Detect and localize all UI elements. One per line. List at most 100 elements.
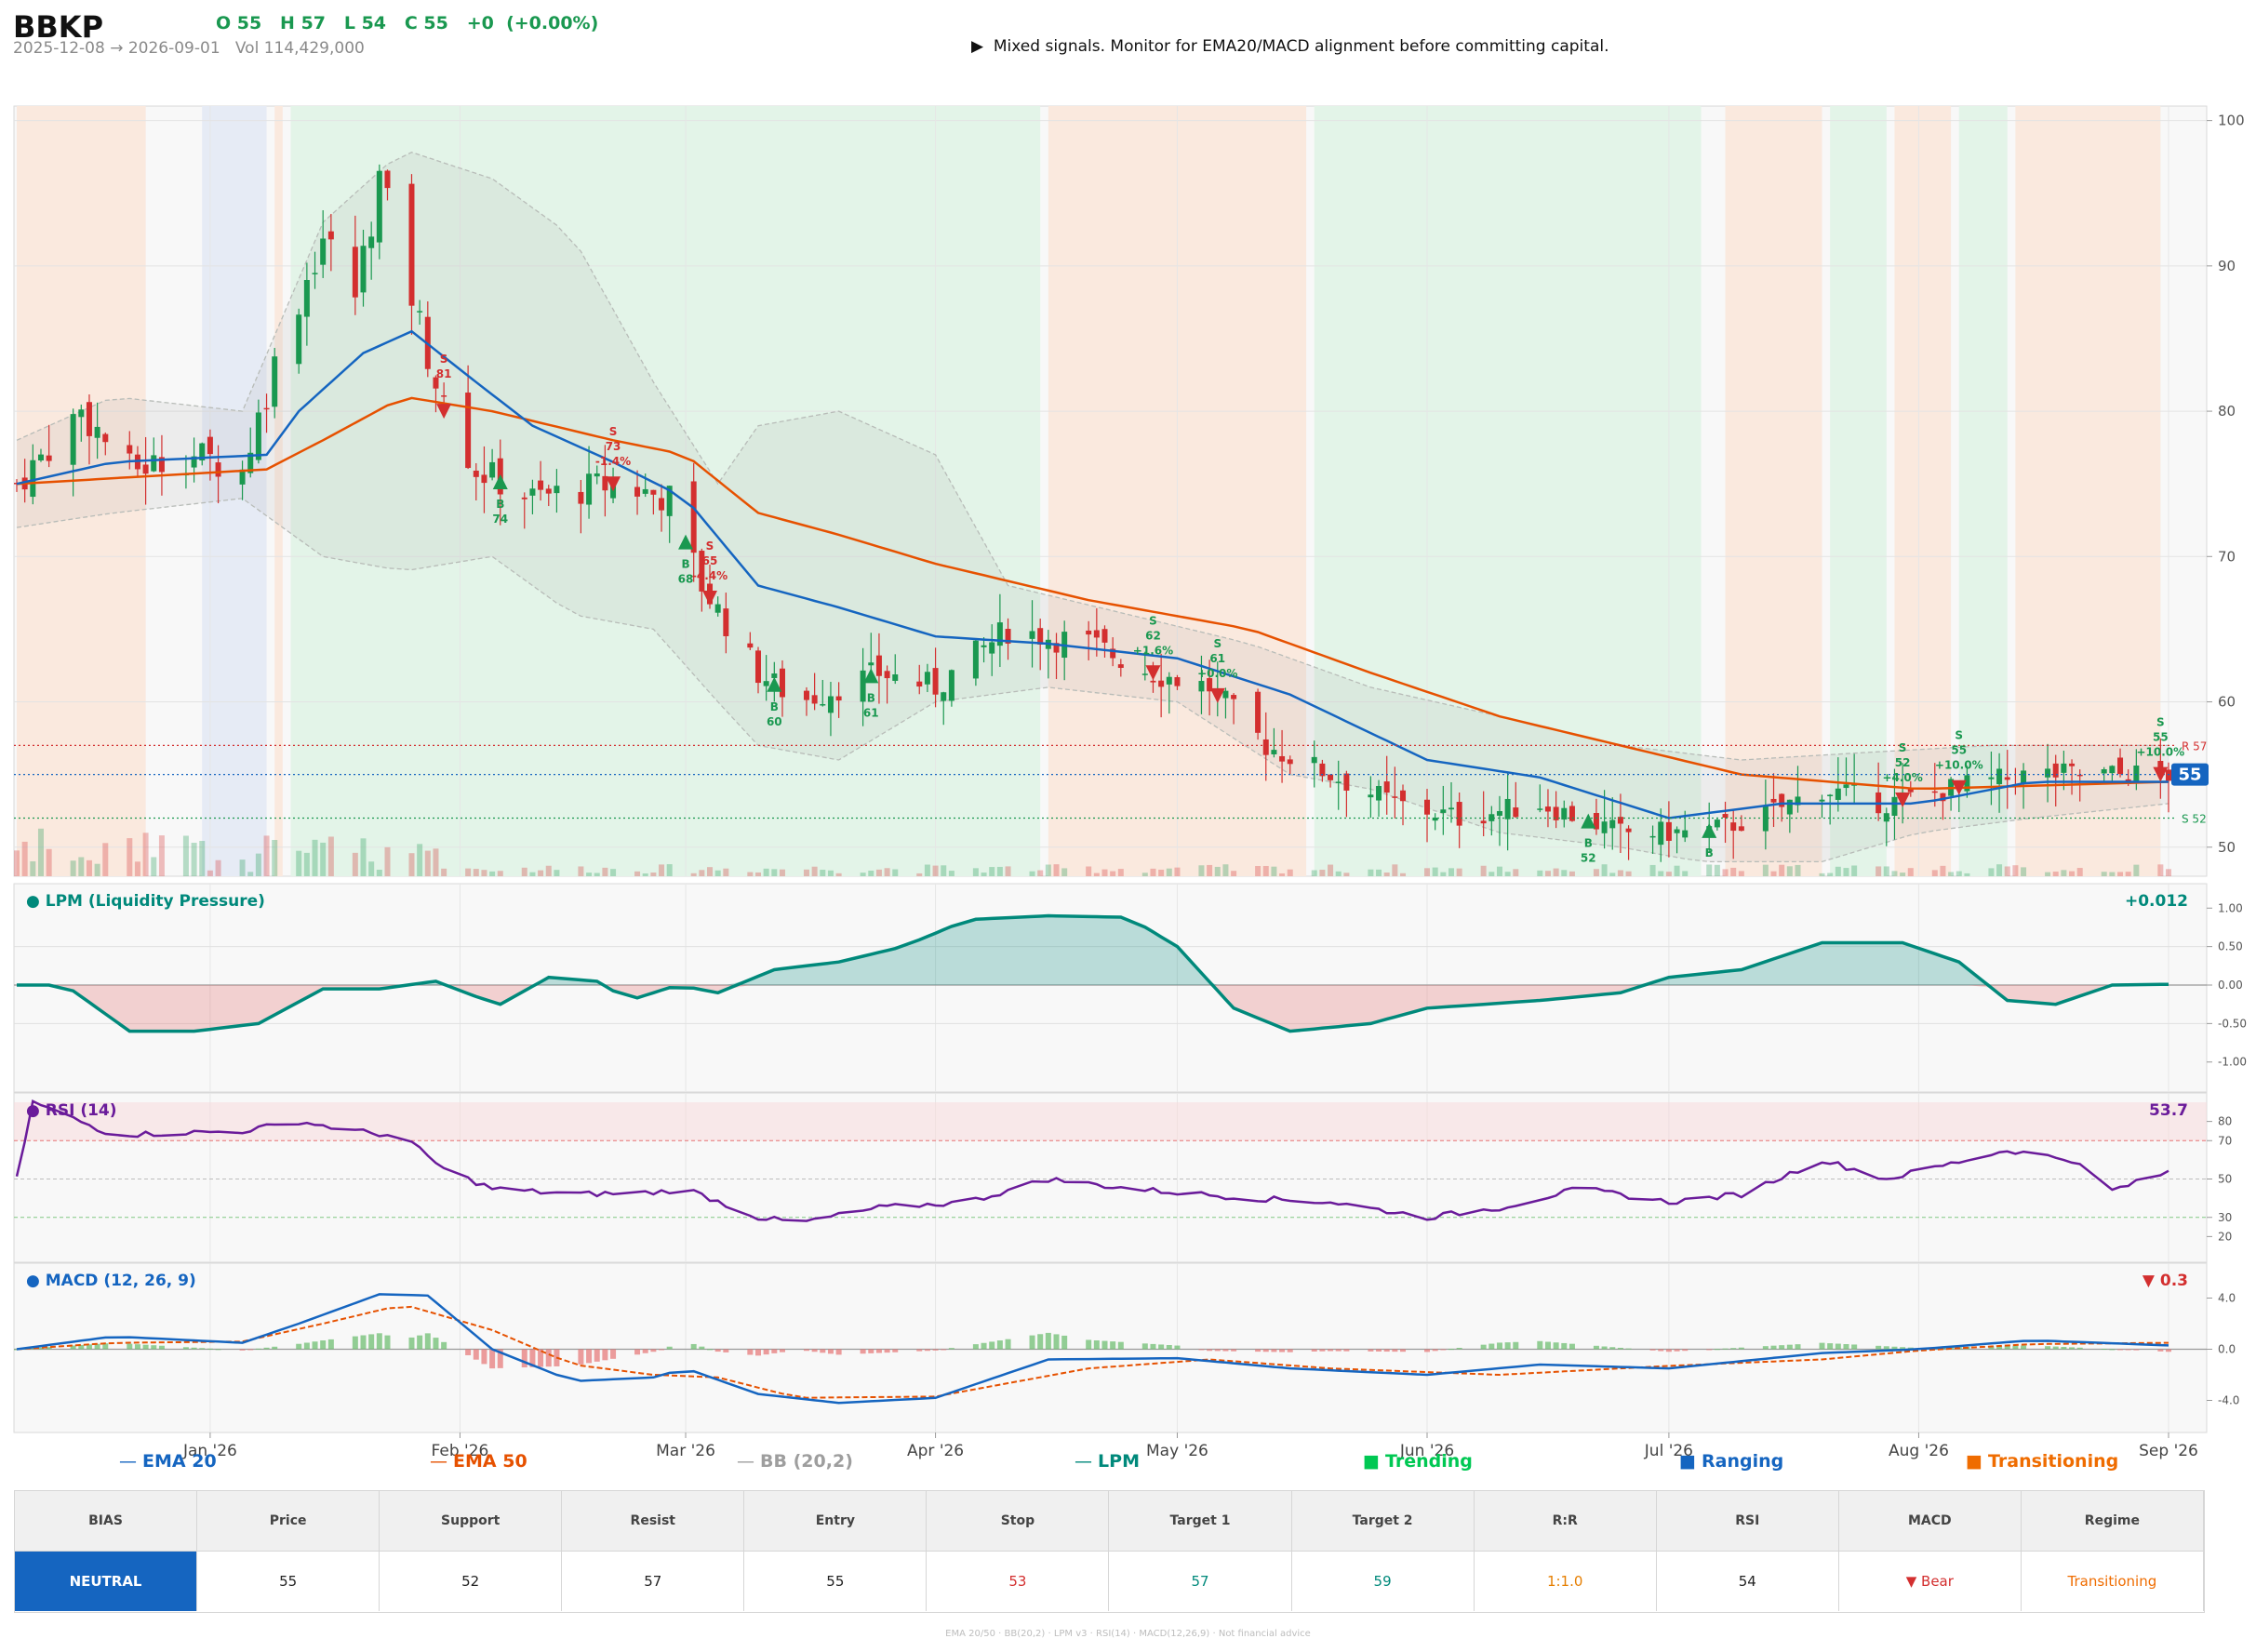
macd-histogram-bar <box>538 1349 544 1367</box>
regime-band-transitioning <box>1894 106 1952 876</box>
bollinger-band-fill <box>17 152 2169 862</box>
macd-histogram-bar <box>473 1349 479 1360</box>
macd-histogram-bar <box>1706 1349 1713 1351</box>
legend-item-ema-50: — EMA 50 <box>430 1451 527 1472</box>
volume-bar <box>1843 868 1849 876</box>
macd-histogram-bar <box>1432 1349 1438 1352</box>
macd-histogram-bar <box>1762 1346 1769 1350</box>
volume-bar <box>1101 869 1108 876</box>
macd-histogram-bar <box>2012 1345 2019 1350</box>
candle-body <box>2045 768 2051 778</box>
macd-histogram-bar <box>1279 1349 1286 1352</box>
volume-bar <box>554 870 560 876</box>
buy-marker <box>863 668 879 684</box>
table-header-r-r: R:R <box>1475 1491 1657 1551</box>
candle-body <box>158 457 165 473</box>
candle-body <box>327 231 334 240</box>
signal-message: ▶ Mixed signals. Monitor for EMA20/MACD … <box>971 37 1609 56</box>
volume-bar <box>86 859 92 876</box>
candle-body <box>1231 695 1237 699</box>
volume-bar <box>1207 864 1213 876</box>
macd-histogram-bar <box>835 1349 842 1355</box>
candle-body <box>972 640 979 679</box>
macd-histogram-bar <box>30 1348 36 1350</box>
macd-histogram-bar <box>1738 1347 1744 1350</box>
volume-bar <box>634 871 641 876</box>
table-cell-target-1: 57 <box>1109 1552 1292 1611</box>
volume-bar <box>30 860 36 876</box>
candle-body <box>747 643 754 648</box>
macd-histogram-bar <box>1231 1349 1237 1352</box>
table-header-target-1: Target 1 <box>1109 1491 1292 1551</box>
macd-histogram-bar <box>441 1341 447 1350</box>
candle-body <box>1786 799 1793 815</box>
price-tick-label: 100 <box>2218 113 2245 129</box>
volume-bar <box>1722 869 1729 876</box>
candle-body <box>554 486 560 494</box>
candle-body <box>634 486 641 497</box>
volume-bar <box>296 850 302 876</box>
candle-body <box>368 236 375 248</box>
macd-histogram-bar <box>754 1349 761 1356</box>
sell-label: S <box>440 353 448 366</box>
volume-bar <box>659 864 665 876</box>
volume-bar <box>1682 871 1689 876</box>
candle-body <box>1383 781 1390 793</box>
volume-bar <box>2004 866 2010 876</box>
table-header-resist: Resist <box>562 1491 745 1551</box>
macd-histogram-bar <box>465 1349 472 1355</box>
macd-histogram-bar <box>151 1345 157 1350</box>
candle-body <box>594 473 600 477</box>
volume-bar <box>441 868 447 876</box>
candle-body <box>892 674 899 681</box>
candle-body <box>1819 799 1825 802</box>
volume-bar <box>1222 864 1229 876</box>
macd-histogram-bar <box>2133 1349 2140 1351</box>
candle-body <box>1029 631 1035 639</box>
candle-body <box>46 455 52 461</box>
candle-body <box>199 443 206 461</box>
macd-histogram-bar <box>2117 1349 2124 1351</box>
volume-bar <box>1166 868 1172 876</box>
volume-bar <box>2012 865 2019 876</box>
candle-body <box>642 488 648 494</box>
volume-bar <box>779 869 785 876</box>
volume-bar <box>1907 868 1914 876</box>
buy-score: 68 <box>678 573 694 586</box>
macd-histogram-bar <box>948 1348 954 1350</box>
macd-histogram-bar <box>1150 1343 1156 1350</box>
macd-histogram-bar <box>127 1343 133 1350</box>
macd-histogram-bar <box>1819 1342 1825 1350</box>
volume-bar <box>642 873 648 876</box>
macd-histogram-bar <box>1561 1342 1568 1350</box>
volume-bar <box>666 864 673 876</box>
candle-body <box>529 488 536 496</box>
volume-bar <box>1786 866 1793 876</box>
candle-body <box>996 622 1003 646</box>
macd-histogram-bar <box>384 1335 391 1350</box>
legend-marker: ■ <box>1966 1451 1988 1472</box>
macd-histogram-bar <box>1537 1340 1543 1350</box>
volume-bar <box>699 870 705 876</box>
candle-body <box>1093 630 1100 638</box>
candle-body <box>2021 770 2027 784</box>
macd-histogram-bar <box>1222 1349 1229 1352</box>
volume-bar <box>916 873 923 876</box>
volume-bar <box>2166 869 2171 876</box>
macd-histogram-bar <box>1658 1349 1664 1352</box>
rsi-line <box>15 1099 2169 1222</box>
candle-body <box>433 377 439 389</box>
volume-bar <box>1513 869 1519 876</box>
x-tick-label: Jul '26 <box>1644 1442 1693 1460</box>
volume-bar <box>1093 873 1100 876</box>
indicator-tick-label: -4.0 <box>2218 1394 2239 1407</box>
macd-histogram-bar <box>1722 1348 1729 1350</box>
macd-histogram-bar <box>134 1344 140 1350</box>
candle-body <box>37 454 44 460</box>
legend-item-trending: ■ Trending <box>1363 1451 1473 1472</box>
volume-bar <box>1214 866 1221 876</box>
macd-histogram-bar <box>1101 1340 1108 1350</box>
candle-body <box>1625 828 1632 833</box>
sell-marker <box>1951 779 1967 795</box>
